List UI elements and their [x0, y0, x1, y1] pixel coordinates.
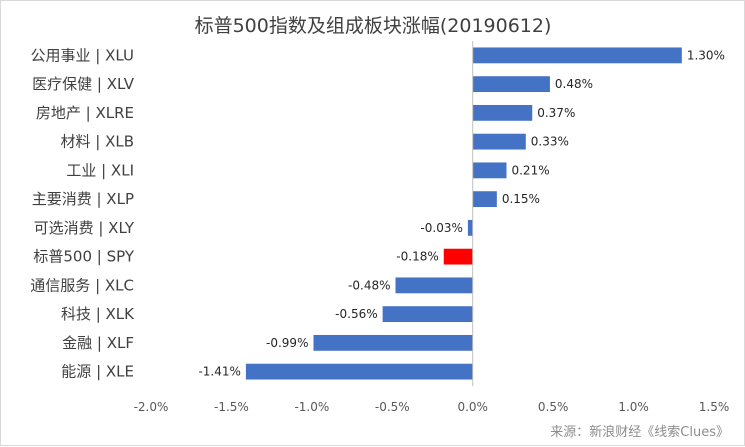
data-label: -0.48% — [348, 278, 390, 292]
data-label: 1.30% — [687, 48, 725, 62]
category-label: 标普500 | SPY — [33, 248, 134, 266]
bar — [472, 47, 682, 64]
source-note: 来源：新浪财经《线索Clues》 — [550, 424, 729, 440]
x-tick-label: -1.0% — [294, 400, 329, 414]
bar — [382, 306, 473, 323]
category-label: 工业 | XLI — [66, 161, 134, 179]
data-label: 0.37% — [537, 106, 575, 120]
data-label: -0.18% — [396, 250, 438, 264]
category-label: 能源 | XLE — [61, 363, 134, 381]
data-label: -1.41% — [198, 365, 240, 379]
x-tick-label: 1.5% — [699, 400, 730, 414]
bar — [313, 334, 473, 351]
bar — [443, 248, 473, 265]
axis-layer: -2.0% -1.5% -1.0% -0.5% 0.0% 0.5% 1.0% 1.5% — [134, 41, 730, 414]
bars-layer — [245, 47, 682, 380]
x-tick-label: 0.0% — [457, 400, 488, 414]
labels-layer: 公用事业 | XLU 1.30% 医疗保健 | XLV 0.48% 房地产 | XLRE… — [30, 46, 725, 380]
bar — [472, 133, 526, 150]
bar — [472, 104, 533, 121]
data-label: 0.33% — [531, 135, 569, 149]
data-label: 0.48% — [555, 77, 593, 91]
category-label: 公用事业 | XLU — [31, 46, 134, 64]
data-label: 0.15% — [502, 192, 540, 206]
category-label: 主要消费 | XLP — [32, 190, 134, 208]
x-tick-label: -1.5% — [214, 400, 249, 414]
bar — [467, 219, 473, 236]
category-label: 材料 | XLB — [60, 133, 134, 151]
category-label: 可选消费 | XLY — [34, 219, 135, 237]
category-label: 金融 | XLF — [62, 334, 134, 352]
bar — [395, 277, 473, 294]
bar — [472, 162, 507, 179]
category-label: 通信服务 | XLC — [30, 276, 134, 294]
category-label: 房地产 | XLRE — [36, 104, 134, 122]
category-label: 医疗保健 | XLV — [32, 75, 135, 93]
data-label: -0.56% — [335, 307, 377, 321]
category-label: 科技 | XLK — [61, 305, 135, 323]
data-label: -0.99% — [266, 336, 308, 350]
bar — [472, 191, 497, 208]
bar — [472, 76, 550, 93]
x-tick-label: 1.0% — [618, 400, 649, 414]
x-tick-label: -2.0% — [134, 400, 169, 414]
x-tick-label: 0.5% — [538, 400, 569, 414]
chart-title: 标普500指数及组成板块涨幅(20190612) — [195, 15, 552, 37]
data-label: -0.03% — [420, 221, 462, 235]
data-label: 0.21% — [511, 163, 549, 177]
x-tick-label: -0.5% — [375, 400, 410, 414]
bar — [245, 363, 473, 380]
